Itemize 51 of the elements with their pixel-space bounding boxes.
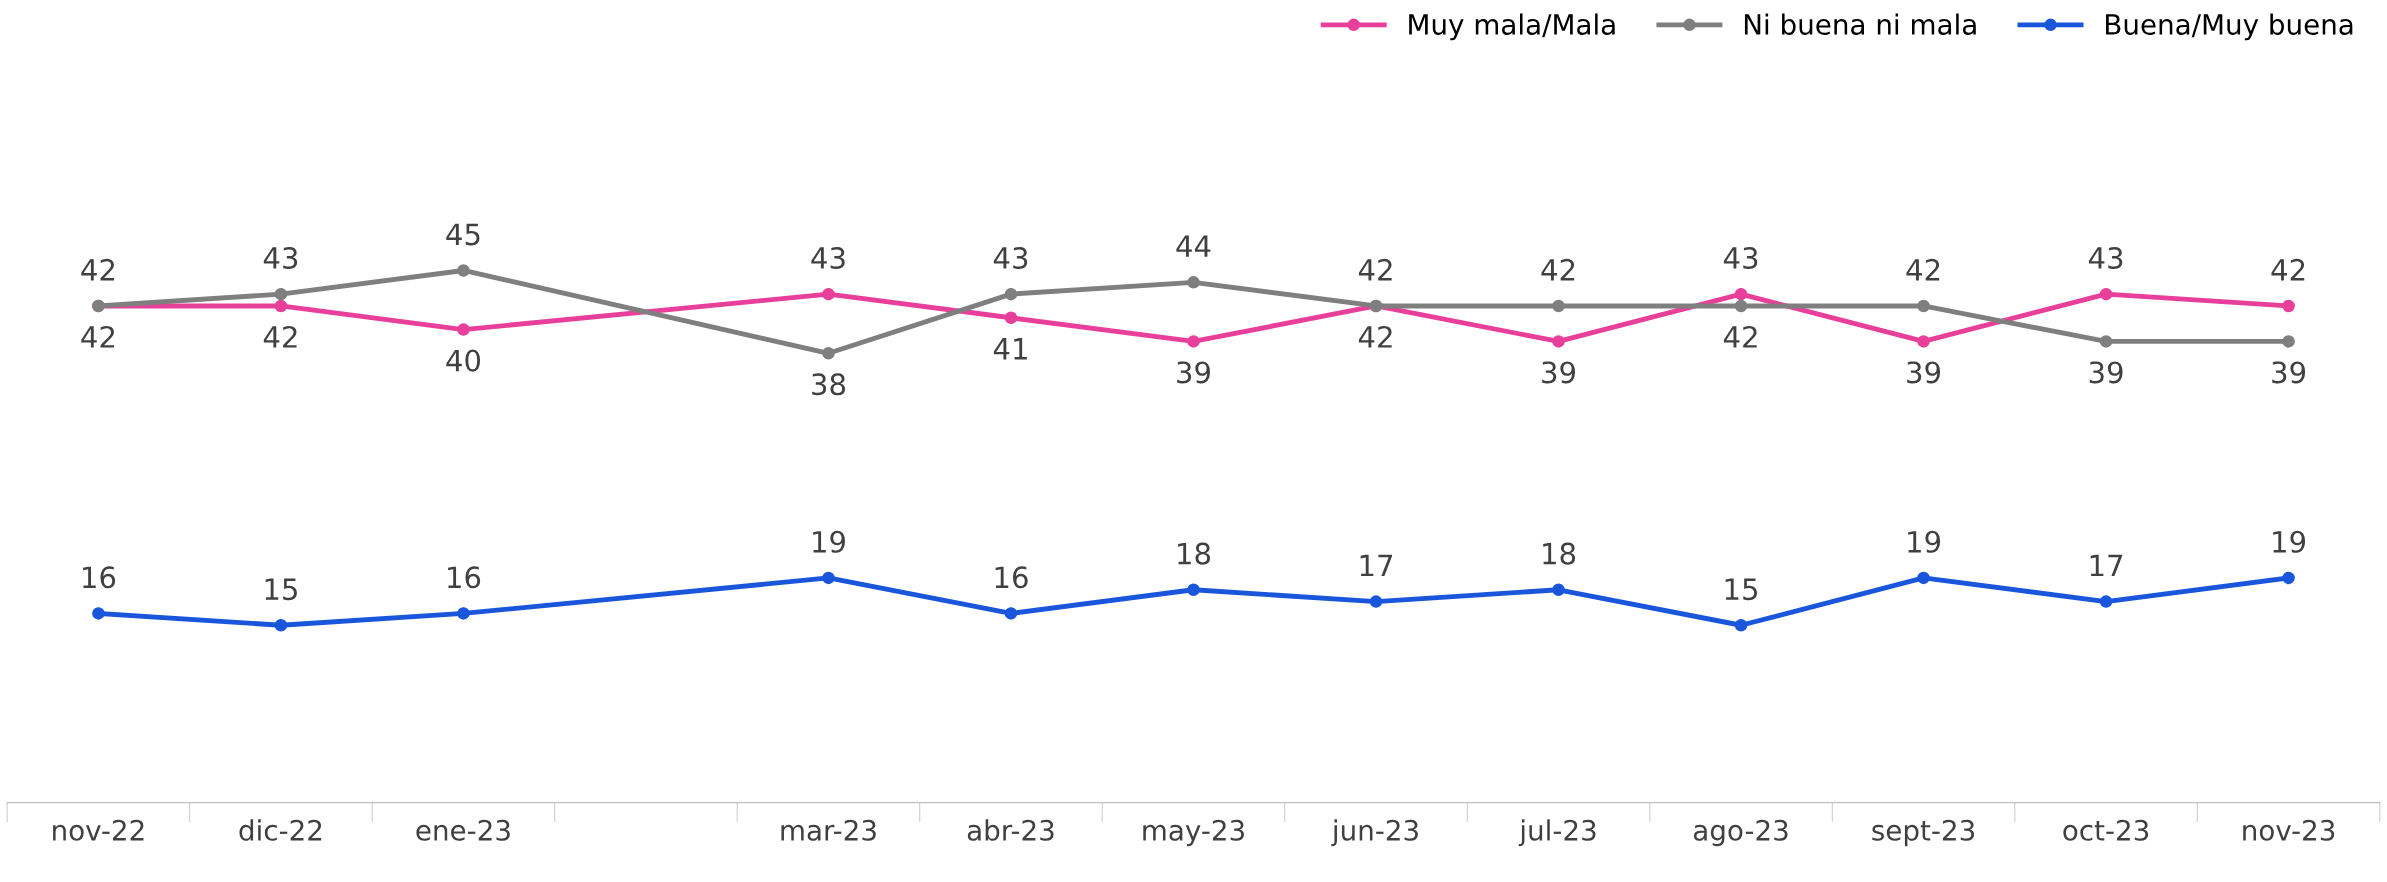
- data-label: 45: [446, 223, 480, 246]
- data-label: 43: [2088, 246, 2123, 270]
- x-tick-label: may-23: [1143, 819, 1244, 847]
- data-label: 15: [265, 578, 297, 601]
- data-label: 19: [1908, 530, 1941, 553]
- x-tick-label: ene-23: [416, 819, 510, 841]
- data-label: 19: [813, 530, 845, 553]
- data-label: 42: [1358, 325, 1392, 348]
- data-label: 39: [1177, 361, 1211, 384]
- data-label: 41: [993, 338, 1027, 360]
- data-label: 42: [263, 325, 297, 348]
- x-tick-label: mar-23: [781, 819, 876, 841]
- data-label: 18: [1543, 542, 1576, 565]
- data-label: 17: [1360, 554, 1393, 577]
- data-label: 38: [812, 373, 846, 396]
- x-tick-label: ago-23: [1693, 819, 1788, 847]
- data-label: 39: [2089, 361, 2123, 384]
- data-label: 42: [1541, 258, 1575, 281]
- data-label: 15: [1725, 578, 1758, 601]
- legend-label: Ni buena ni mala: [1744, 13, 1976, 35]
- data-label: 39: [2272, 361, 2306, 384]
- x-tick-label: jul-23: [1518, 819, 1596, 847]
- data-label: 16: [448, 566, 481, 589]
- x-tick-label: abr-23: [967, 819, 1054, 841]
- data-label: 17: [2090, 554, 2123, 577]
- data-label: 18: [1178, 542, 1211, 565]
- x-tick-label: sept-23: [1872, 819, 1975, 847]
- data-label: 19: [2273, 530, 2306, 553]
- data-label: 39: [1542, 361, 1576, 384]
- data-label: 42: [81, 325, 115, 348]
- data-label: 42: [2271, 258, 2305, 281]
- data-label: 42: [81, 258, 115, 281]
- legend-label: Buena/Muy buena: [2106, 13, 2353, 41]
- data-label: 39: [1907, 361, 1941, 384]
- data-label: 40: [446, 349, 481, 372]
- data-label: 43: [1723, 246, 1758, 270]
- x-tick-label: nov-22: [53, 819, 144, 841]
- data-label: 44: [1176, 235, 1211, 257]
- x-tick-label: jun-23: [1331, 819, 1418, 847]
- x-tick-label: oct-23: [2063, 819, 2149, 841]
- legend-label: Muy mala/Mala: [1409, 13, 1615, 41]
- data-label: 43: [811, 246, 845, 270]
- data-label: 16: [83, 566, 116, 589]
- data-label: 43: [993, 246, 1028, 270]
- data-label: 16: [995, 566, 1028, 589]
- data-label: 42: [1358, 258, 1392, 281]
- data-label: 42: [1906, 258, 1940, 281]
- data-label: 42: [1723, 325, 1757, 348]
- data-label: 43: [263, 246, 298, 270]
- x-tick-label: dic-22: [239, 819, 322, 841]
- x-tick-label: nov-23: [2243, 819, 2335, 841]
